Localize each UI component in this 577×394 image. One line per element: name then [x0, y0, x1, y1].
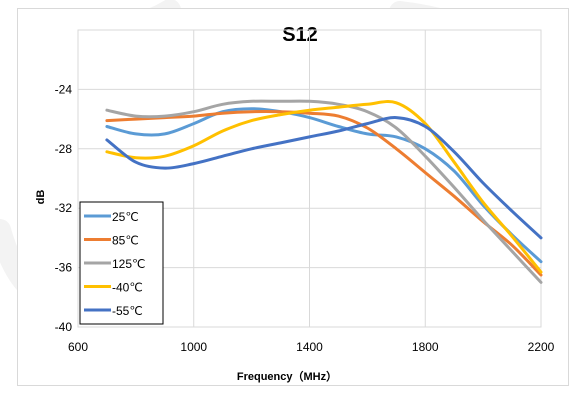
- x-tick-label: 1400: [296, 340, 323, 354]
- legend-label: 25℃: [112, 210, 139, 224]
- legend: 25℃ 85℃ 125℃ -40℃ -55℃: [79, 201, 164, 325]
- y-tick-label: -36: [55, 261, 73, 275]
- x-tick-label: 1000: [180, 340, 207, 354]
- series-line: [105, 116, 543, 240]
- series-line: [105, 107, 543, 264]
- x-tick-label: 1800: [412, 340, 439, 354]
- x-tick-label: 2200: [528, 340, 555, 354]
- y-tick-label: -40: [55, 320, 73, 334]
- series-lines: [105, 99, 543, 284]
- legend-label: 85℃: [112, 234, 139, 248]
- y-tick-label: -32: [55, 201, 73, 215]
- y-tick-label: -28: [55, 142, 73, 156]
- x-axis-title: Frequency（MHz）: [237, 370, 337, 383]
- series-line: [105, 100, 543, 274]
- x-tick-label: 600: [68, 340, 88, 354]
- x-tick-labels: 600 1000 1400 1800 2200: [68, 340, 555, 354]
- legend-label: -55℃: [112, 304, 143, 318]
- legend-label: -40℃: [112, 281, 143, 295]
- series-line: [105, 99, 543, 284]
- y-tick-labels: -24 -28 -32 -36 -40: [55, 82, 73, 334]
- chart-title: S12: [282, 24, 318, 46]
- y-axis-title: dB: [35, 190, 47, 205]
- legend-label: 125℃: [112, 257, 146, 271]
- y-tick-label: -24: [55, 82, 73, 96]
- plot-border: [77, 29, 542, 328]
- series-line: [105, 109, 543, 277]
